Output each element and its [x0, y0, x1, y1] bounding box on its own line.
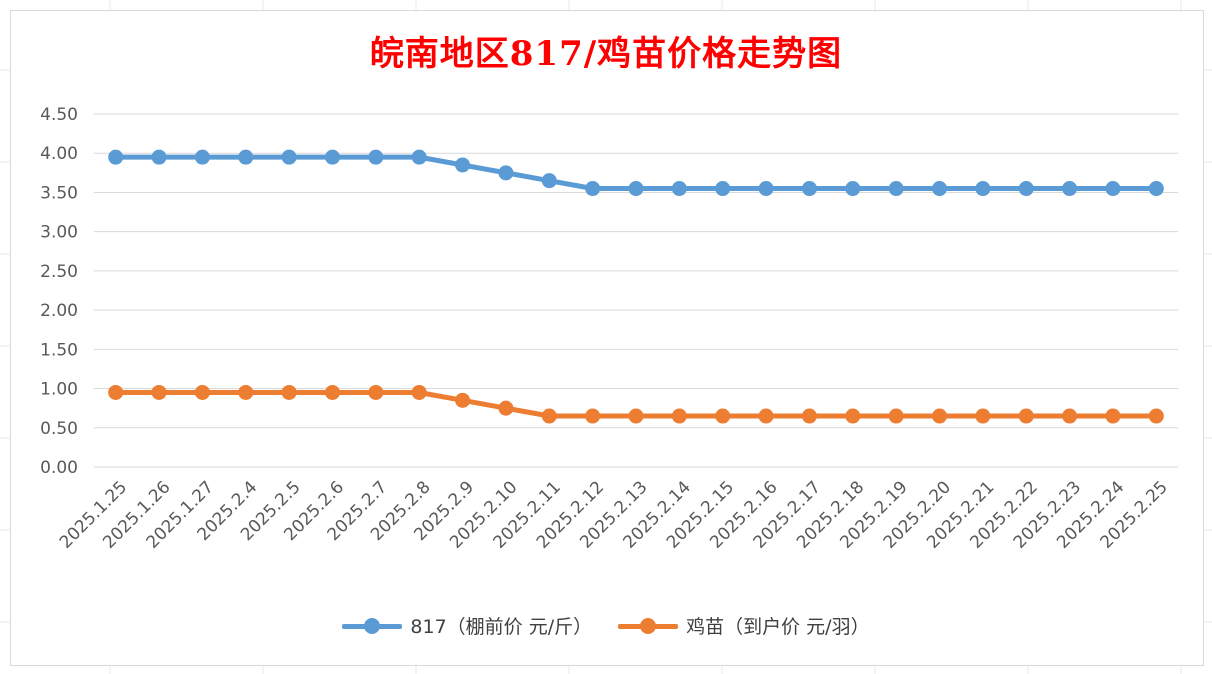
series-1-point[interactable] [281, 384, 297, 400]
series-0-point[interactable] [281, 149, 297, 165]
legend-label-817: 817（棚前价 元/斤） [410, 616, 593, 638]
series-0-point[interactable] [628, 181, 644, 197]
y-tick-label: 2.50 [40, 262, 78, 282]
series-1-point[interactable] [628, 408, 644, 424]
series-0-point[interactable] [1105, 181, 1121, 197]
series-1-point[interactable] [801, 408, 817, 424]
series-1-point[interactable] [455, 392, 471, 408]
y-tick-label: 4.50 [40, 105, 78, 125]
legend-swatch-chick [618, 616, 679, 636]
y-tick-label: 3.50 [40, 183, 78, 203]
legend-item-chick[interactable]: 鸡苗（到户价 元/羽） [618, 612, 870, 639]
series-0-point[interactable] [455, 157, 471, 173]
y-tick-label: 1.50 [40, 340, 78, 360]
y-tick-label: 2.00 [40, 301, 78, 321]
series-0-point[interactable] [368, 149, 384, 165]
series-1-point[interactable] [1148, 408, 1164, 424]
legend-item-817[interactable]: 817（棚前价 元/斤） [342, 612, 592, 639]
legend: 817（棚前价 元/斤） 鸡苗（到户价 元/羽） [0, 612, 1212, 639]
y-tick-label: 1.00 [40, 380, 78, 400]
series-0-point[interactable] [975, 181, 991, 197]
series-1-point[interactable] [845, 408, 861, 424]
chart-title: 皖南地区817/鸡苗价格走势图 [369, 34, 843, 74]
series-0-point[interactable] [932, 181, 948, 197]
series-0-point[interactable] [1062, 181, 1078, 197]
y-tick-label: 0.50 [40, 419, 78, 439]
series-0-point[interactable] [585, 181, 601, 197]
series-1-point[interactable] [671, 408, 687, 424]
series-1-point[interactable] [1062, 408, 1078, 424]
y-tick-label: 4.00 [40, 144, 78, 164]
series-0-point[interactable] [108, 149, 124, 165]
series-0-point[interactable] [671, 181, 687, 197]
series-1-point[interactable] [194, 384, 210, 400]
series-1-point[interactable] [238, 384, 254, 400]
series-1-point[interactable] [1105, 408, 1121, 424]
series-1-point[interactable] [888, 408, 904, 424]
series-0-point[interactable] [715, 181, 731, 197]
series-1-point[interactable] [108, 384, 124, 400]
series-0-point[interactable] [411, 149, 427, 165]
series-0-point[interactable] [801, 181, 817, 197]
series-1-point[interactable] [1018, 408, 1034, 424]
y-tick-label: 0.00 [40, 458, 78, 478]
series-1-point[interactable] [498, 400, 514, 416]
series-1-point[interactable] [758, 408, 774, 424]
series-1-point[interactable] [715, 408, 731, 424]
legend-swatch-817 [342, 616, 403, 636]
series-0-point[interactable] [845, 181, 861, 197]
series-0-point[interactable] [324, 149, 340, 165]
series-0-point[interactable] [888, 181, 904, 197]
legend-label-chick: 鸡苗（到户价 元/羽） [686, 616, 870, 638]
series-1-point[interactable] [541, 408, 557, 424]
series-0-point[interactable] [1018, 181, 1034, 197]
series-0-point[interactable] [151, 149, 167, 165]
series-0-point[interactable] [498, 165, 514, 181]
y-tick-label: 3.00 [40, 223, 78, 243]
chart-area [10, 10, 1204, 666]
series-1-point[interactable] [151, 384, 167, 400]
series-0-point[interactable] [758, 181, 774, 197]
series-1-point[interactable] [975, 408, 991, 424]
series-0-point[interactable] [541, 173, 557, 189]
series-1-point[interactable] [324, 384, 340, 400]
series-0-point[interactable] [1148, 181, 1164, 197]
series-1-point[interactable] [411, 384, 427, 400]
series-1-point[interactable] [368, 384, 384, 400]
series-0-point[interactable] [238, 149, 254, 165]
series-1-point[interactable] [585, 408, 601, 424]
series-0-point[interactable] [194, 149, 210, 165]
series-1-point[interactable] [932, 408, 948, 424]
